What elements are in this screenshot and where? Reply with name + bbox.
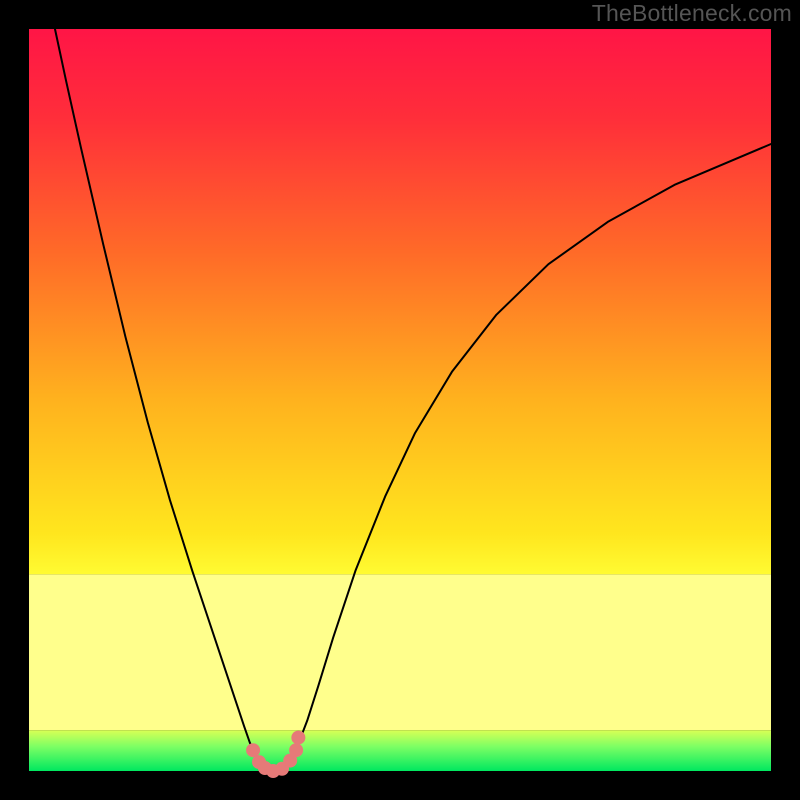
green-bottom-strip [29,730,771,771]
chart-svg [0,0,800,800]
watermark-text: TheBottleneck.com [592,0,792,27]
pale-yellow-band [29,574,771,730]
chart-stage: TheBottleneck.com [0,0,800,800]
curve-marker [289,743,303,757]
gradient-background [29,29,771,574]
curve-marker [246,743,260,757]
plot-area [29,29,771,778]
curve-marker [291,731,305,745]
